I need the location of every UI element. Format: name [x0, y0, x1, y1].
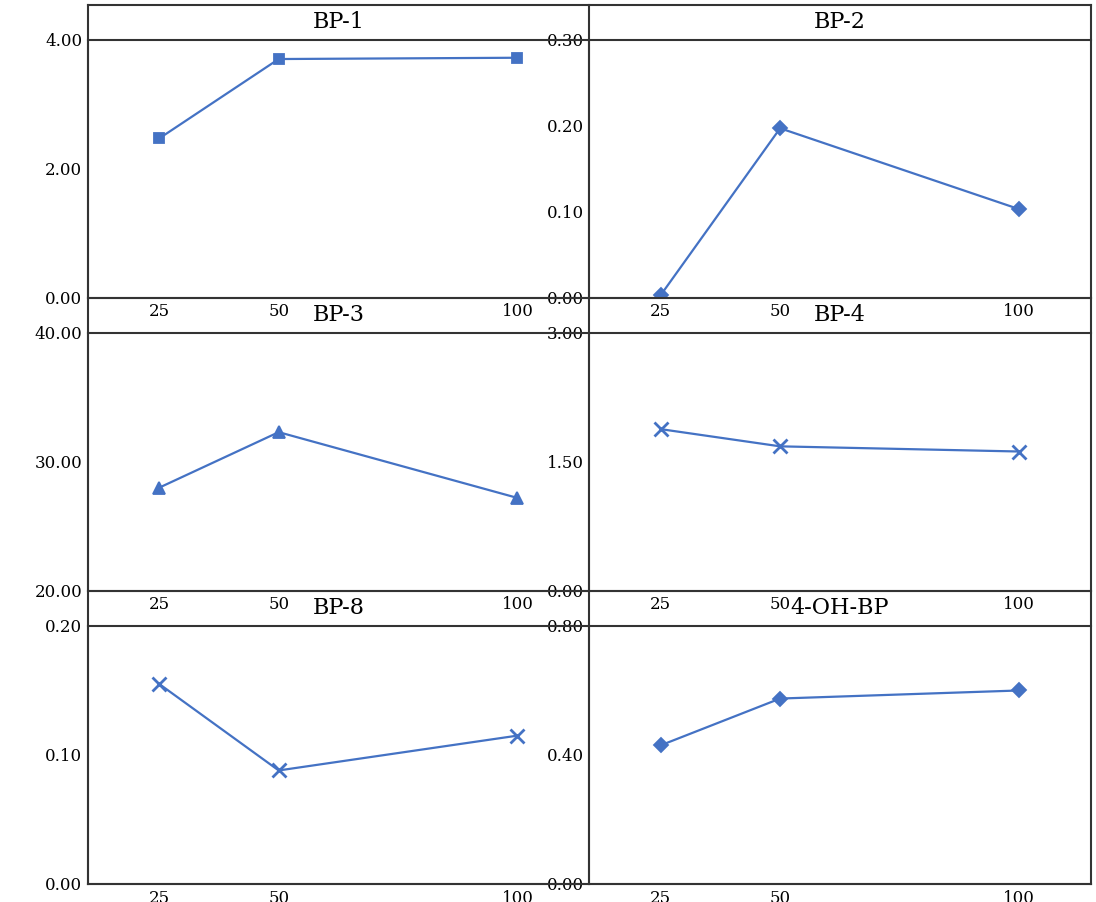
Text: BP-4: BP-4 — [814, 304, 866, 327]
Text: 4-OH-BP: 4-OH-BP — [790, 597, 889, 620]
Text: BP-3: BP-3 — [312, 304, 364, 327]
Text: BP-8: BP-8 — [312, 597, 364, 620]
Text: BP-2: BP-2 — [814, 11, 866, 33]
Text: BP-1: BP-1 — [312, 11, 364, 33]
